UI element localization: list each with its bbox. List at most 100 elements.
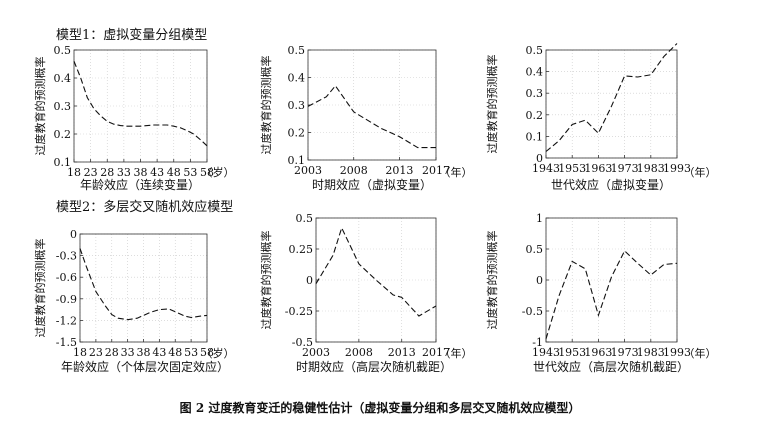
x-tick-label: 2013 <box>385 164 413 177</box>
series-line <box>73 60 208 147</box>
y-tick-label: 0 <box>70 228 77 241</box>
x-tick-label: 1983 <box>637 162 665 175</box>
y-tick-label: 0.2 <box>288 127 306 140</box>
y-tick-label: 0 <box>536 274 543 287</box>
x-axis-title: 世代效应（虚拟变量） <box>551 177 671 192</box>
x-tick-label: 33 <box>121 346 135 359</box>
y-axis-title: 过度教育的预测概率 <box>259 231 273 330</box>
y-tick-label: 0.4 <box>288 72 306 85</box>
x-tick-label: 28 <box>100 166 114 179</box>
x-unit-label: （年） <box>440 346 473 360</box>
y-tick-label: 0 <box>536 152 543 165</box>
x-tick-label: 2017 <box>422 346 450 359</box>
x-unit-label: （年） <box>684 165 717 179</box>
x-tick-label: 1953 <box>558 346 586 359</box>
x-tick-label: 43 <box>150 166 164 179</box>
y-tick-label: -0.5 <box>292 336 313 349</box>
y-axis-title: 过度教育的预测概率 <box>485 55 499 154</box>
y-tick-label: 0 <box>306 274 313 287</box>
x-tick-label: 18 <box>73 346 87 359</box>
model2-title: 模型2：多层交叉随机效应模型 <box>56 199 233 215</box>
x-axis-title: 时期效应（虚拟变量） <box>312 177 432 192</box>
x-axis-title: 年龄效应（个体层次固定效应） <box>61 359 229 374</box>
x-tick-label: 48 <box>167 166 181 179</box>
y-tick-label: 0.4 <box>54 72 72 85</box>
y-tick-label: 0.2 <box>526 109 544 122</box>
model1-title: 模型1：虚拟变量分组模型 <box>56 27 207 43</box>
x-tick-label: 1963 <box>584 162 612 175</box>
y-tick-label: 0.5 <box>288 44 306 57</box>
y-axis-title: 过度教育的预测概率 <box>33 239 47 338</box>
y-tick-label: -1.5 <box>56 336 77 349</box>
y-tick-label: -0.5 <box>522 305 543 318</box>
x-tick-label: 1973 <box>611 162 639 175</box>
x-tick-label: 18 <box>67 166 81 179</box>
x-tick-label: 2008 <box>340 164 368 177</box>
series-line <box>307 84 436 149</box>
y-tick-label: -0.3 <box>56 250 77 263</box>
x-unit-label: （年） <box>440 165 473 179</box>
y-tick-label: 0.25 <box>289 243 314 256</box>
y-tick-label: -0.25 <box>285 305 313 318</box>
chart-panel-6: -1 -0.5 0 0.5 1 194319531963197319831993（年）世代… <box>485 212 717 374</box>
x-tick-label: 1993 <box>663 346 691 359</box>
x-tick-label: 2003 <box>302 346 330 359</box>
x-tick-label: 2013 <box>388 346 416 359</box>
series-line <box>545 249 678 340</box>
series-line <box>545 43 678 152</box>
y-axis-title: 过度教育的预测概率 <box>259 56 273 155</box>
chart-panel-2: 0.1 0.2 0.3 0.4 0.5 2003 2008 2013 2017（年） 时期效应（虚… <box>259 44 473 192</box>
x-tick-label: 53 <box>183 166 197 179</box>
x-tick-label: 2008 <box>345 346 373 359</box>
series-line <box>79 248 208 321</box>
chart-grid: 0.10.20.30.40.518 23 28 33 38 43 48 53 58（岁）年龄效应… <box>33 43 717 374</box>
x-tick-label: 58 <box>200 166 214 179</box>
y-tick-label: 0.3 <box>526 87 544 100</box>
x-unit-label: （岁） <box>202 346 235 360</box>
y-tick-label: 1 <box>536 212 543 225</box>
x-axis-title: 时期效应（高层次随机截距） <box>296 359 452 374</box>
figure-caption: 图 2 过度教育变迁的稳健性估计（虚拟变量分组和多层交叉随机效应模型） <box>180 400 581 415</box>
x-tick-label: 23 <box>84 166 98 179</box>
y-tick-label: 0.1 <box>54 156 72 169</box>
chart-panel-4: -1.5 -1.2 -0.9 -0.6 -0.3 0 18 23 28 33 38 43 48 53 58（… <box>33 228 235 374</box>
plot-frame <box>545 49 678 159</box>
x-tick-label: 58 <box>200 346 214 359</box>
y-tick-label: -1.2 <box>56 314 77 327</box>
y-tick-label: 0.5 <box>526 44 544 57</box>
y-tick-label: 0.1 <box>288 154 306 167</box>
x-tick-label: 2017 <box>422 164 450 177</box>
x-unit-label: （年） <box>684 346 717 360</box>
x-unit-label: （岁） <box>202 165 235 179</box>
x-tick-label: 1943 <box>532 346 560 359</box>
x-tick-label: 1983 <box>637 346 665 359</box>
chart-panel-1: 0.1 0.2 0.3 0.4 0.5 18 23 28 33 38 43 48 53 58（岁）年龄效应… <box>33 44 235 192</box>
y-tick-label: 0.5 <box>54 44 72 57</box>
y-tick-label: 0.2 <box>54 128 72 141</box>
x-tick-label: 38 <box>134 166 148 179</box>
x-tick-label: 1993 <box>663 162 691 175</box>
y-axis-title: 过度教育的预测概率 <box>33 57 47 156</box>
y-tick-label: 0.3 <box>54 100 72 113</box>
x-tick-label: 33 <box>117 166 131 179</box>
y-tick-label: 0.3 <box>288 99 306 112</box>
y-tick-label: 0.1 <box>526 130 544 143</box>
x-tick-label: 28 <box>105 346 119 359</box>
y-tick-label: -0.6 <box>56 271 77 284</box>
x-tick-label: 43 <box>152 346 166 359</box>
y-tick-label: 0.5 <box>526 243 544 256</box>
y-axis-title: 过度教育的预测概率 <box>485 231 499 330</box>
x-tick-label: 38 <box>137 346 151 359</box>
y-tick-label: -0.9 <box>56 293 77 306</box>
chart-panel-3: 0 0.1 0.2 0.3 0.4 0.5 194319531963197319831993… <box>485 43 717 192</box>
x-tick-label: 1963 <box>584 346 612 359</box>
x-tick-label: 1953 <box>558 162 586 175</box>
y-tick-label: -1 <box>532 336 543 349</box>
x-tick-label: 2003 <box>294 164 322 177</box>
x-tick-label: 23 <box>89 346 103 359</box>
x-axis-title: 世代效应（高层次随机截距） <box>533 359 689 374</box>
x-axis-title: 年龄效应（连续变量） <box>80 177 200 192</box>
y-tick-label: 0.4 <box>526 66 544 79</box>
x-tick-label: 48 <box>168 346 182 359</box>
